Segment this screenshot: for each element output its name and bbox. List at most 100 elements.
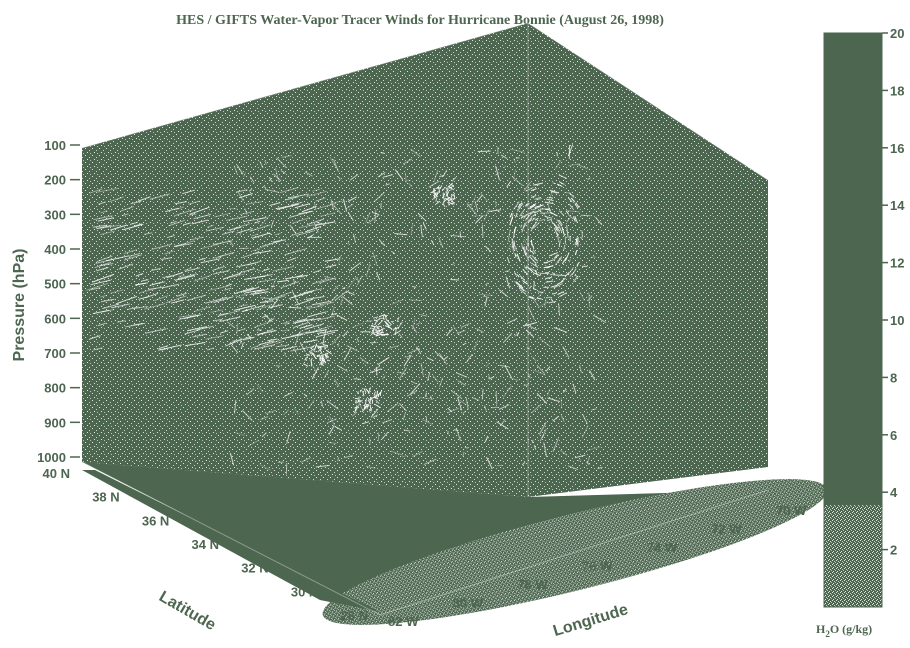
tracer-vector [246, 333, 252, 339]
tracer-vector [306, 305, 324, 310]
colorbar-tick-label: 10 [890, 313, 904, 328]
tracer-vector [531, 262, 539, 269]
tracer-vector [276, 344, 289, 348]
tracer-vector [589, 369, 596, 381]
tracer-vector [297, 318, 308, 322]
tracer-vector [488, 209, 502, 212]
colorbar-tick-label: 4 [890, 485, 898, 500]
tracer-vector [334, 291, 347, 301]
latitude-tick-label: 34 N [192, 537, 219, 552]
tracer-vector [513, 226, 517, 234]
tracer-vector [158, 344, 182, 351]
tracer-vector [375, 333, 383, 337]
tracer-vector [402, 412, 406, 421]
tracer-vector [174, 274, 195, 281]
tracer-vector [313, 269, 322, 274]
tracer-vector [205, 335, 223, 340]
tracer-vector [316, 355, 319, 357]
tracer-vector [513, 168, 516, 180]
colorbar-tick-label: 6 [890, 428, 897, 443]
tracer-vector [439, 377, 444, 387]
tracer-vector [365, 263, 371, 278]
tracer-vector [533, 281, 535, 289]
colorbar: 2 4 6 8 10 12 14 16 18 20 H2O (g/kg) [816, 26, 905, 639]
tracer-vector [280, 345, 298, 351]
tracer-vector [151, 268, 161, 271]
chart-title: HES / GIFTS Water-Vapor Tracer Winds for… [176, 13, 664, 28]
tracer-vector [305, 356, 308, 359]
tracer-vector [564, 271, 570, 277]
tracer-vector [513, 158, 516, 163]
tracer-vector [561, 257, 567, 265]
tracer-vector [259, 240, 280, 249]
tracer-vector [364, 403, 370, 406]
tracer-vector [89, 335, 101, 340]
tracer-vector [311, 300, 331, 306]
tracer-vector [518, 285, 527, 293]
tracer-vector [574, 274, 579, 278]
tracer-vector [254, 250, 272, 254]
tracer-vector [315, 464, 330, 468]
tracer-vector [306, 190, 328, 198]
tracer-vector [437, 185, 441, 193]
tracer-vector [340, 298, 343, 305]
tracer-vector [384, 320, 390, 327]
pressure-axis-label: Pressure (hPa) [11, 249, 28, 362]
tracer-vector [356, 398, 361, 404]
tracer-vector [262, 240, 281, 247]
tracer-vector [377, 325, 382, 328]
tracer-vector [237, 191, 244, 202]
tracer-vector [373, 391, 376, 396]
tracer-vector [290, 201, 303, 206]
tracer-vector [486, 456, 493, 470]
tracer-vector [565, 210, 570, 215]
tracer-vector [168, 219, 186, 227]
tracer-vector [170, 220, 177, 224]
tracer-vector [524, 323, 538, 331]
tracer-vector [354, 406, 358, 414]
tracer-vector [558, 174, 568, 179]
tracer-vector [556, 219, 563, 227]
tracer-vector [562, 346, 570, 358]
tracer-vector [314, 343, 318, 351]
tracer-vector [371, 396, 378, 399]
tracer-vector [135, 282, 148, 286]
tracer-vector [523, 245, 528, 256]
tracer-vector [420, 224, 423, 238]
tracer-vector [376, 331, 382, 334]
tracer-vector [451, 390, 462, 399]
tracer-vector [356, 275, 363, 286]
tracer-vector [370, 255, 378, 258]
tracer-vector [333, 204, 342, 215]
tracer-vector [379, 239, 386, 247]
tracer-vector [488, 261, 493, 265]
tracer-vector [298, 210, 314, 215]
tracer-vector [484, 245, 492, 253]
tracer-vector [401, 454, 408, 458]
tracer-vector [568, 163, 580, 167]
tracer-vector [450, 199, 455, 205]
tracer-vector [494, 200, 498, 207]
colorbar-lower [824, 505, 882, 607]
tracer-vector [587, 295, 593, 301]
tracer-vector [547, 397, 561, 403]
tracer-vector [218, 312, 228, 316]
tracer-vector [464, 446, 469, 449]
tracer-vector [557, 223, 563, 232]
tracer-vector [117, 320, 126, 323]
floor-shadow [82, 470, 380, 612]
tracer-vector [415, 321, 421, 326]
tracer-vector [362, 421, 370, 425]
tracer-vector [488, 375, 490, 379]
tracer-vector [362, 216, 366, 220]
tracer-vector [272, 266, 295, 272]
tracer-vector [412, 286, 417, 288]
tracer-vector [450, 279, 459, 281]
tracer-vector [281, 329, 290, 332]
tracer-vector [311, 188, 321, 192]
tracer-vector [303, 363, 309, 367]
tracer-vector [320, 345, 328, 348]
tracer-vector [106, 255, 130, 262]
tracer-vector [99, 224, 120, 229]
tracer-vector [165, 207, 179, 213]
